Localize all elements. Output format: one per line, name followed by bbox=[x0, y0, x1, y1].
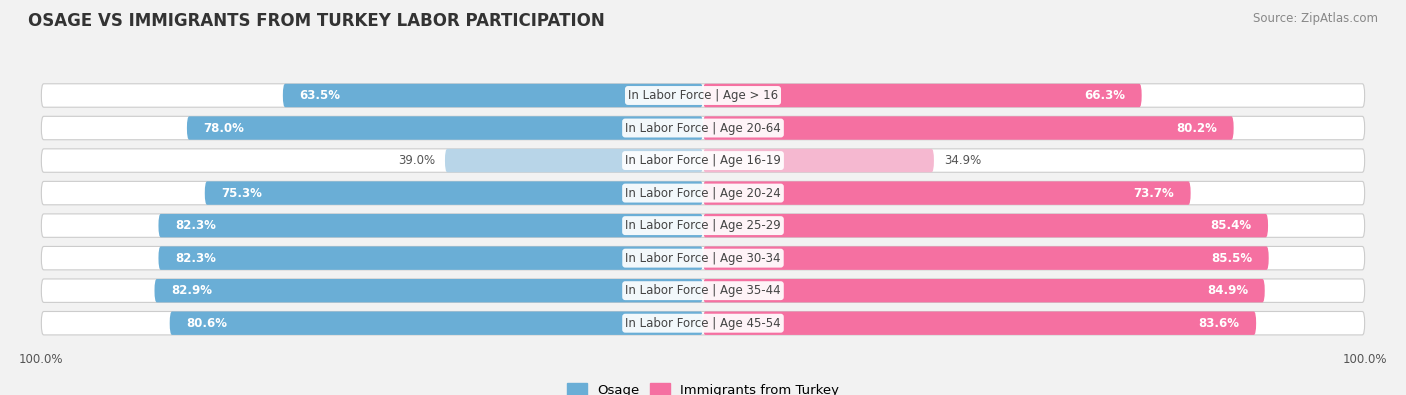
Text: In Labor Force | Age > 16: In Labor Force | Age > 16 bbox=[628, 89, 778, 102]
FancyBboxPatch shape bbox=[187, 116, 703, 140]
FancyBboxPatch shape bbox=[205, 181, 703, 205]
FancyBboxPatch shape bbox=[703, 279, 1265, 303]
Text: 73.7%: 73.7% bbox=[1133, 186, 1174, 199]
FancyBboxPatch shape bbox=[703, 84, 1142, 107]
FancyBboxPatch shape bbox=[703, 246, 1268, 270]
FancyBboxPatch shape bbox=[41, 214, 1365, 237]
Text: 82.3%: 82.3% bbox=[174, 219, 217, 232]
FancyBboxPatch shape bbox=[41, 149, 1365, 172]
Text: 82.9%: 82.9% bbox=[172, 284, 212, 297]
Text: 34.9%: 34.9% bbox=[943, 154, 981, 167]
FancyBboxPatch shape bbox=[41, 84, 1365, 107]
Text: In Labor Force | Age 16-19: In Labor Force | Age 16-19 bbox=[626, 154, 780, 167]
Text: OSAGE VS IMMIGRANTS FROM TURKEY LABOR PARTICIPATION: OSAGE VS IMMIGRANTS FROM TURKEY LABOR PA… bbox=[28, 12, 605, 30]
FancyBboxPatch shape bbox=[41, 246, 1365, 270]
FancyBboxPatch shape bbox=[41, 279, 1365, 303]
Text: 66.3%: 66.3% bbox=[1084, 89, 1125, 102]
Text: Source: ZipAtlas.com: Source: ZipAtlas.com bbox=[1253, 12, 1378, 25]
Text: In Labor Force | Age 35-44: In Labor Force | Age 35-44 bbox=[626, 284, 780, 297]
FancyBboxPatch shape bbox=[703, 116, 1233, 140]
Text: 80.2%: 80.2% bbox=[1177, 122, 1218, 135]
Text: 82.3%: 82.3% bbox=[174, 252, 217, 265]
FancyBboxPatch shape bbox=[155, 279, 703, 303]
FancyBboxPatch shape bbox=[41, 312, 1365, 335]
Text: 75.3%: 75.3% bbox=[221, 186, 262, 199]
FancyBboxPatch shape bbox=[170, 312, 703, 335]
Text: 39.0%: 39.0% bbox=[398, 154, 434, 167]
Text: In Labor Force | Age 20-24: In Labor Force | Age 20-24 bbox=[626, 186, 780, 199]
FancyBboxPatch shape bbox=[703, 149, 934, 172]
FancyBboxPatch shape bbox=[444, 149, 703, 172]
FancyBboxPatch shape bbox=[703, 181, 1191, 205]
FancyBboxPatch shape bbox=[159, 214, 703, 237]
Text: 80.6%: 80.6% bbox=[186, 317, 228, 330]
Text: 85.4%: 85.4% bbox=[1211, 219, 1251, 232]
Text: In Labor Force | Age 25-29: In Labor Force | Age 25-29 bbox=[626, 219, 780, 232]
FancyBboxPatch shape bbox=[703, 214, 1268, 237]
Text: 63.5%: 63.5% bbox=[299, 89, 340, 102]
FancyBboxPatch shape bbox=[703, 312, 1256, 335]
Text: 78.0%: 78.0% bbox=[204, 122, 245, 135]
FancyBboxPatch shape bbox=[283, 84, 703, 107]
FancyBboxPatch shape bbox=[41, 116, 1365, 140]
FancyBboxPatch shape bbox=[159, 246, 703, 270]
Text: 83.6%: 83.6% bbox=[1198, 317, 1240, 330]
Text: 85.5%: 85.5% bbox=[1211, 252, 1253, 265]
Text: 84.9%: 84.9% bbox=[1208, 284, 1249, 297]
FancyBboxPatch shape bbox=[41, 181, 1365, 205]
Legend: Osage, Immigrants from Turkey: Osage, Immigrants from Turkey bbox=[561, 378, 845, 395]
Text: In Labor Force | Age 30-34: In Labor Force | Age 30-34 bbox=[626, 252, 780, 265]
Text: In Labor Force | Age 45-54: In Labor Force | Age 45-54 bbox=[626, 317, 780, 330]
Text: In Labor Force | Age 20-64: In Labor Force | Age 20-64 bbox=[626, 122, 780, 135]
